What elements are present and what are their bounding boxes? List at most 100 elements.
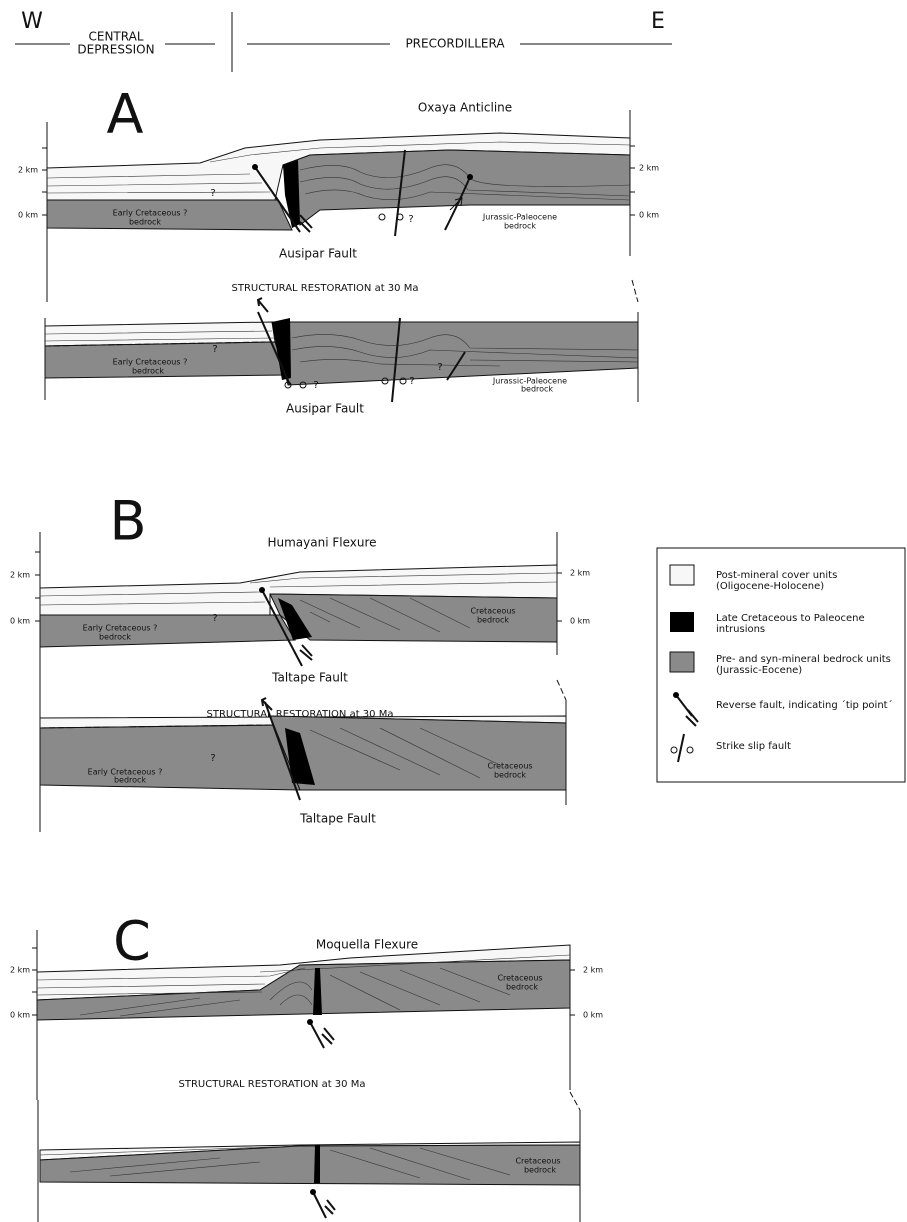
geology-shape bbox=[556, 679, 567, 701]
scale-label: 2 km bbox=[10, 966, 30, 975]
unit-label: Cretaceous bbox=[515, 1157, 560, 1166]
geology-shape bbox=[313, 968, 322, 1015]
box bbox=[670, 612, 694, 632]
unit-label: Early Cretaceous ? bbox=[88, 768, 163, 777]
unit-label: Jurassic-Paleocene bbox=[492, 377, 567, 386]
fault-label: Taltape Fault bbox=[299, 812, 376, 826]
panel-c: C Moquella Flexure 2 km 0 km 2 km 0 km C… bbox=[10, 910, 603, 1111]
geology-shape bbox=[254, 166, 301, 233]
panel-b-restoration: Early Cretaceous ? bedrock Cretaceous be… bbox=[39, 697, 567, 832]
scale-label: 2 km bbox=[570, 569, 590, 578]
restoration-title: STRUCTURAL RESTORATION at 30 Ma bbox=[207, 709, 394, 720]
region-label: PRECORDILLERA bbox=[405, 37, 505, 51]
geology-shape bbox=[299, 214, 313, 233]
scale-label: 0 km bbox=[18, 211, 38, 220]
geology-shape bbox=[39, 614, 296, 648]
symbol bbox=[310, 1189, 316, 1195]
fault-label: Ausipar Fault bbox=[279, 247, 357, 261]
query: ? bbox=[212, 613, 217, 624]
legend-label: Post-mineral cover units bbox=[716, 570, 837, 581]
geology-shape bbox=[256, 297, 269, 313]
geology-shape bbox=[321, 1027, 335, 1045]
unit-label: Cretaceous bbox=[497, 974, 542, 983]
west-label: W bbox=[21, 9, 43, 34]
unit-label: bedrock bbox=[506, 983, 538, 992]
panel-b: B Humayani Flexure 2 km 0 km 2 km 0 km E… bbox=[10, 490, 590, 720]
geology-shape bbox=[677, 733, 685, 763]
query: ? bbox=[212, 344, 217, 355]
east-label: E bbox=[651, 9, 665, 34]
geology-shape bbox=[569, 1091, 581, 1111]
scale-label: 2 km bbox=[639, 164, 659, 173]
scale-label: 0 km bbox=[583, 1011, 603, 1020]
unit-label: bedrock bbox=[132, 367, 164, 376]
section-title: Moquella Flexure bbox=[316, 938, 418, 952]
legend-label: intrusions bbox=[716, 624, 765, 635]
geology-shape bbox=[285, 728, 315, 785]
unit-label: bedrock bbox=[524, 1166, 556, 1175]
section-title: Oxaya Anticline bbox=[418, 101, 512, 115]
geology-shape bbox=[36, 954, 571, 996]
unit-label: bedrock bbox=[494, 771, 526, 780]
section-title: Humayani Flexure bbox=[267, 536, 376, 550]
geology-shape bbox=[324, 1199, 336, 1215]
scale-label: 0 km bbox=[570, 617, 590, 626]
unit-label: Early Cretaceous ? bbox=[113, 209, 188, 218]
unit-label: bedrock bbox=[477, 616, 509, 625]
geology-shape bbox=[271, 321, 639, 386]
restoration-title: STRUCTURAL RESTORATION at 30 Ma bbox=[179, 1079, 366, 1090]
geology-shape bbox=[291, 334, 639, 367]
query: ? bbox=[437, 362, 442, 373]
header: W E CENTRAL DEPRESSION PRECORDILLERA bbox=[15, 9, 672, 72]
panel-label: C bbox=[113, 910, 151, 973]
unit-label: bedrock bbox=[99, 633, 131, 642]
symbol bbox=[467, 174, 473, 180]
restoration-title: STRUCTURAL RESTORATION at 30 Ma bbox=[232, 283, 419, 294]
geology-shape bbox=[299, 597, 471, 633]
symbol bbox=[399, 377, 407, 385]
legend-label: (Jurassic-Eocene) bbox=[716, 665, 802, 676]
panel-label: A bbox=[107, 83, 144, 146]
symbol bbox=[378, 213, 386, 221]
geology-shape bbox=[39, 724, 271, 729]
box bbox=[669, 651, 695, 673]
geology-shape bbox=[261, 589, 303, 667]
scale-label: 2 km bbox=[10, 571, 30, 580]
unit-label: Early Cretaceous ? bbox=[113, 358, 188, 367]
geology-shape bbox=[264, 701, 301, 801]
query: ? bbox=[409, 376, 414, 387]
panel-a: A Oxaya Anticline 2 km 0 km 2 km 0 km Ea… bbox=[18, 83, 659, 303]
geology-shape bbox=[314, 1145, 320, 1183]
geology-shape bbox=[44, 330, 275, 342]
symbol bbox=[396, 213, 404, 221]
symbol bbox=[686, 746, 694, 754]
symbol bbox=[284, 381, 292, 389]
geology-shape bbox=[299, 644, 313, 661]
geology-shape bbox=[39, 1145, 511, 1181]
symbol bbox=[299, 381, 307, 389]
box bbox=[669, 564, 695, 586]
geology-shape bbox=[282, 149, 631, 226]
symbol bbox=[673, 692, 679, 698]
legend-label: Late Cretaceous to Paleocene bbox=[716, 613, 865, 624]
geology-shape bbox=[46, 141, 631, 194]
geology-shape bbox=[391, 317, 401, 403]
geology-shape bbox=[260, 697, 273, 711]
region-label: CENTRAL bbox=[88, 30, 143, 44]
symbol bbox=[259, 587, 265, 593]
geology-shape bbox=[269, 593, 558, 643]
geology-shape bbox=[309, 727, 501, 779]
unit-label: bedrock bbox=[129, 218, 161, 227]
fault-label: Taltape Fault bbox=[271, 671, 348, 685]
scale-label: 2 km bbox=[583, 966, 603, 975]
unit-label: Cretaceous bbox=[470, 607, 515, 616]
geology-shape bbox=[36, 959, 571, 1021]
legend-label: Reverse fault, indicating ´tip point´ bbox=[716, 699, 893, 711]
unit-label: bedrock bbox=[521, 385, 553, 394]
box bbox=[656, 547, 906, 783]
unit-label: Early Cretaceous ? bbox=[83, 624, 158, 633]
geology-shape bbox=[79, 967, 511, 1017]
geology-shape bbox=[44, 341, 266, 347]
geology-shape bbox=[446, 351, 466, 381]
